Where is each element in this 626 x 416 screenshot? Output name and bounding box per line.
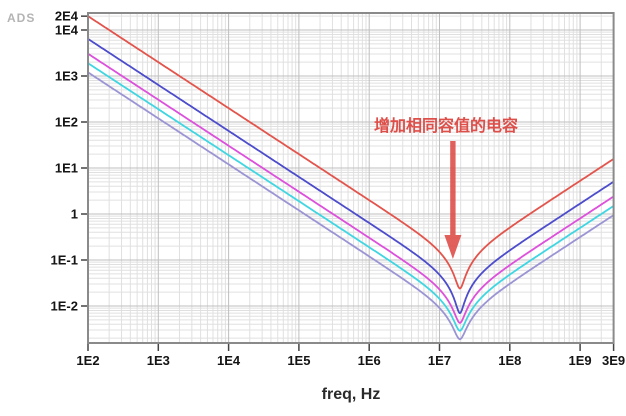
x-tick-label: 1E9 <box>569 353 592 368</box>
curve-purple <box>88 71 614 341</box>
curve-red <box>88 15 614 290</box>
y-tick-label: 1E-1 <box>51 253 78 268</box>
x-tick-label: 1E3 <box>147 353 170 368</box>
x-axis-title: freq, Hz <box>321 386 381 403</box>
y-tick-label: 1 <box>71 207 78 222</box>
y-tick-label: 1E4 <box>55 23 79 38</box>
down-arrow-icon <box>444 141 462 259</box>
grid-major <box>88 13 614 343</box>
y-tick-label: 1E-2 <box>51 299 78 314</box>
axis-tick-labels: 1E2 1E3 1E4 1E5 1E6 1E7 1E8 1E9 3E92E41E41E31E21… <box>51 9 626 368</box>
y-tick-label: 1E3 <box>55 69 78 84</box>
x-tick-label: 1E7 <box>428 353 451 368</box>
curve-cyan <box>88 62 614 332</box>
x-tick-label: 1E4 <box>217 353 241 368</box>
curve-magenta <box>88 52 614 324</box>
y-tick-label: 2E4 <box>55 9 79 24</box>
y-tick-label: 1E2 <box>55 115 78 130</box>
x-tick-label: 1E8 <box>498 353 521 368</box>
x-tick-label: 1E6 <box>358 353 381 368</box>
grid-minor <box>88 13 614 343</box>
x-tick-label: 1E2 <box>76 353 99 368</box>
x-tick-label: 1E5 <box>287 353 310 368</box>
curve-blue <box>88 38 614 314</box>
x-tick-label: 3E9 <box>602 353 625 368</box>
y-tick-label: 1E1 <box>55 161 78 176</box>
axis-ticks <box>81 15 615 351</box>
curves <box>88 15 614 341</box>
plot-border <box>87 12 615 344</box>
ads-logo: ADS <box>7 11 36 25</box>
annotation-label: 增加相同容值的电容 <box>374 118 519 135</box>
